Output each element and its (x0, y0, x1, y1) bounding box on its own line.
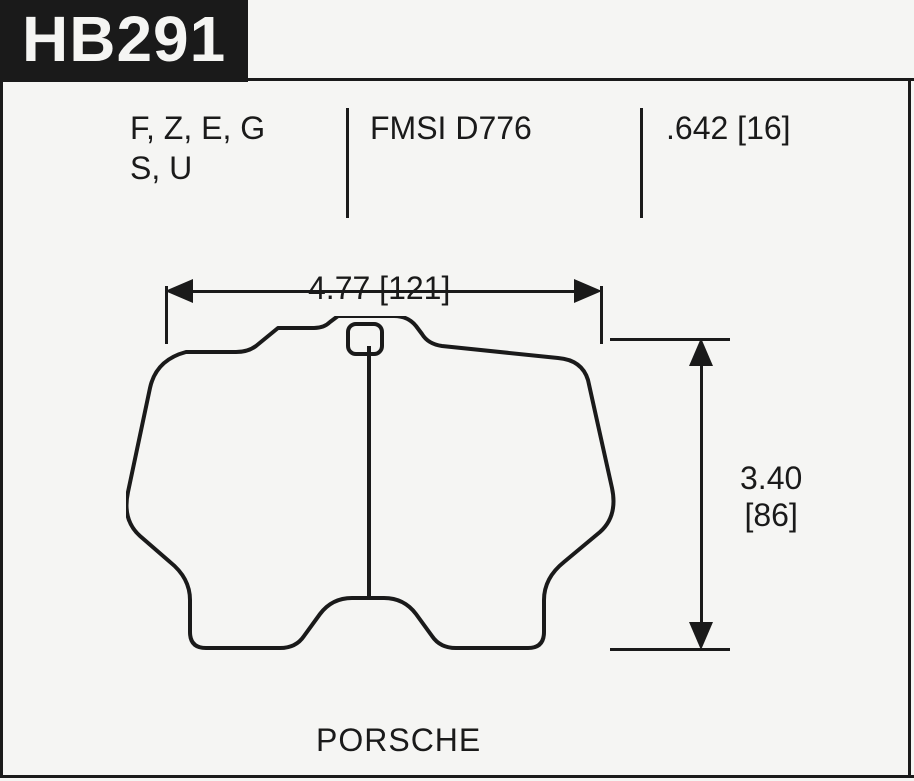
vehicle-brand-label: PORSCHE (316, 722, 481, 759)
extension-line (610, 648, 730, 651)
arrowhead-icon (165, 279, 193, 303)
fmsi-code: FMSI D776 (370, 108, 532, 148)
frame-border-top (0, 78, 914, 81)
brake-pad-outline (126, 316, 616, 664)
part-number-header: HB291 (0, 0, 248, 82)
part-number-text: HB291 (22, 3, 226, 75)
compounds-list: F, Z, E, G S, U (130, 108, 265, 188)
height-arrow-line (700, 362, 703, 626)
arrowhead-icon (689, 338, 713, 366)
height-dimension-label: 3.40[86] (740, 460, 802, 534)
frame-border-bottom (0, 775, 914, 778)
frame-border-left (0, 78, 3, 778)
spec-divider-2 (640, 108, 643, 218)
width-dimension-label: 4.77 [121] (300, 270, 458, 307)
arrowhead-icon (689, 622, 713, 650)
thickness-spec: .642 [16] (666, 108, 791, 148)
width-arrow-line (189, 290, 578, 293)
frame-border-right (908, 78, 911, 778)
extension-line (610, 338, 730, 341)
arrowhead-icon (574, 279, 602, 303)
spec-divider-1 (346, 108, 349, 218)
